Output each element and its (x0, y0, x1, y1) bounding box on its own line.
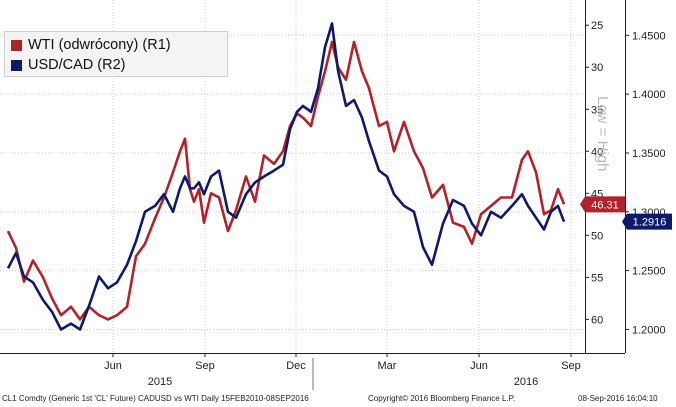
x-tick-label-3: Mar (378, 360, 397, 372)
axes (0, 0, 626, 354)
left-tick-label-6: 55 (591, 272, 603, 284)
x-tick-label-5: Sep (561, 360, 581, 372)
legend-item-wti: WTI (odwrócony) (R1) (11, 35, 221, 55)
right-tick-label-1: 1.2500 (632, 266, 666, 278)
footer-copyright: Copyright© 2016 Bloomberg Finance L.P. (368, 394, 516, 403)
series-lines (6, 22, 566, 331)
left-tick-label-7: 60 (591, 314, 603, 326)
series-line-1 (6, 22, 566, 331)
legend-label-usdcad: USD/CAD (R2) (28, 57, 126, 73)
grid (0, 0, 585, 353)
left-tick-label-1: 30 (591, 62, 603, 74)
x-axis-ticks: Jun Sep Dec Mar Jun Sep 2015 2016 (104, 353, 581, 388)
x-tick-label-1: Sep (195, 360, 215, 372)
series-line-0 (6, 40, 566, 321)
left-tick-label-0: 25 (591, 20, 603, 32)
footer-source: CL1 Comdty (Generic 1st 'CL' Future) CAD… (2, 394, 309, 403)
last-value-label-0: 46.31 (591, 199, 619, 211)
x-tick-label-4: Jun (470, 360, 488, 372)
right-tick-label-0: 1.2000 (632, 324, 666, 336)
footer-timestamp: 08-Sep-2016 16:04:10 (578, 394, 658, 403)
x-year-label-1: 2016 (514, 376, 538, 388)
legend: WTI (odwrócony) (R1) USD/CAD (R2) (4, 31, 228, 77)
last-value-flag-1 (622, 213, 672, 230)
left-tick-label-5: 50 (591, 230, 603, 242)
last-value-flag-0 (580, 196, 625, 213)
last-value-labels: 46.31 1.2916 (580, 196, 672, 230)
footer: CL1 Comdty (Generic 1st 'CL' Future) CAD… (0, 390, 676, 407)
right-tick-label-3: 1.3500 (632, 148, 666, 160)
legend-label-wti: WTI (odwrócony) (R1) (28, 37, 171, 53)
x-tick-label-0: Jun (104, 360, 122, 372)
left-tick-label-3: 40 (591, 146, 603, 158)
right-tick-label-4: 1.4000 (632, 89, 666, 101)
x-year-label-0: 2015 (148, 376, 172, 388)
right-axis-label: Low = High (594, 96, 611, 171)
legend-swatch-usdcad (11, 59, 22, 71)
right-tick-label-5: 1.4500 (632, 30, 666, 42)
last-value-label-1: 1.2916 (633, 217, 667, 229)
left-tick-label-2: 35 (591, 104, 603, 116)
legend-swatch-wti (11, 39, 22, 51)
legend-item-usdcad: USD/CAD (R2) (11, 55, 221, 75)
x-tick-label-2: Dec (286, 360, 306, 372)
